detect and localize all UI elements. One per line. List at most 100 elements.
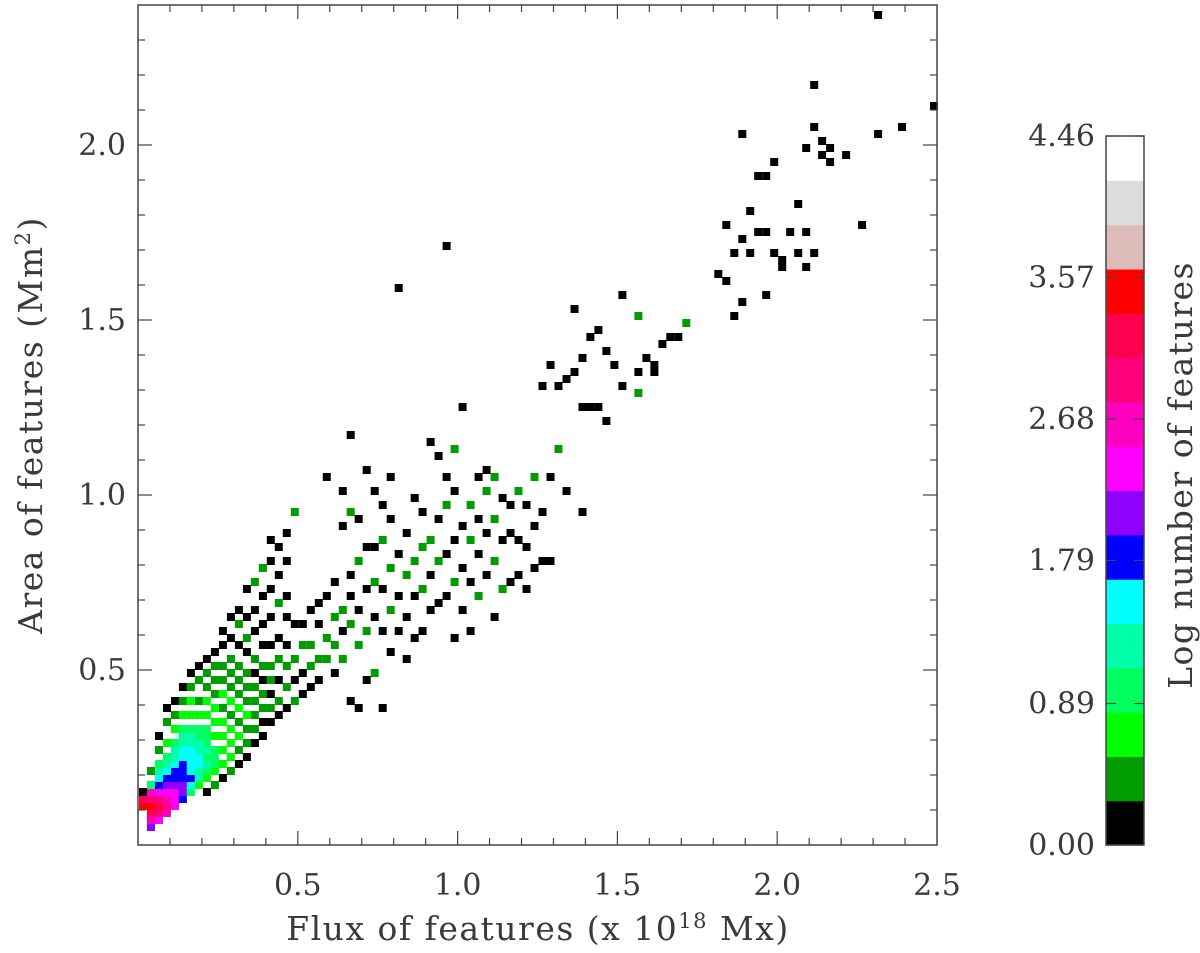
heatmap-cell (530, 522, 539, 530)
heatmap-cell (202, 788, 211, 796)
heatmap-cell (506, 501, 515, 509)
heatmap-cell (874, 130, 883, 138)
heatmap-cell (442, 550, 451, 558)
heatmap-cell (194, 781, 203, 789)
heatmap-cell (578, 508, 587, 516)
heatmap-cell (554, 445, 563, 453)
heatmap-cell (506, 529, 515, 537)
heatmap-cell (234, 690, 243, 698)
heatmap-cell (290, 676, 299, 684)
heatmap-cell (250, 627, 259, 635)
heatmap-cell (282, 641, 291, 649)
colorbar-swatch (1106, 623, 1144, 669)
heatmap-cell (218, 732, 227, 740)
heatmap-cell (163, 795, 171, 803)
colorbar-title: Log number of features (1161, 261, 1200, 689)
heatmap-cell (338, 655, 347, 663)
heatmap-cell (258, 592, 267, 600)
heatmap-cell (802, 263, 811, 271)
heatmap-cell (186, 739, 195, 747)
heatmap-cell (266, 641, 275, 649)
colorbar-swatch (1106, 534, 1144, 580)
heatmap-cell (202, 760, 211, 768)
heatmap-cell (274, 634, 283, 642)
heatmap-cell (610, 361, 619, 369)
y-tick-label: 0.5 (78, 653, 126, 688)
heatmap-cell (194, 725, 203, 733)
heatmap-cell (202, 655, 211, 663)
heatmap-cell (810, 123, 819, 131)
heatmap-cell (163, 760, 171, 768)
heatmap-cell (762, 172, 771, 180)
heatmap-cell (186, 711, 195, 719)
heatmap-cell (426, 606, 435, 614)
heatmap-cell (322, 655, 331, 663)
heatmap-cell (898, 123, 906, 131)
heatmap-cell (802, 228, 811, 236)
heatmap-cell (242, 613, 251, 621)
x-tick-label: 1.0 (434, 868, 482, 903)
heatmap-cell (474, 515, 483, 523)
heatmap-cell (147, 795, 155, 803)
heatmap-cell (258, 641, 267, 649)
heatmap-cell (826, 158, 835, 166)
heatmap-cell (794, 200, 803, 208)
heatmap-cell (306, 606, 315, 614)
heatmap-cell (770, 249, 779, 257)
heatmap-cell (578, 354, 587, 362)
colorbar-swatch (1106, 712, 1144, 757)
colorbar-tick-labels: 0.00 0.89 1.79 2.68 3.57 4.46 (1028, 119, 1095, 863)
heatmap-cell (226, 613, 235, 621)
heatmap-cell (482, 487, 491, 495)
heatmap-cell (163, 739, 171, 747)
heatmap-cell (171, 760, 179, 768)
colorbar-swatch (1106, 268, 1144, 314)
heatmap-cell (506, 578, 515, 586)
heatmap-cell (234, 641, 243, 649)
heatmap-cell (362, 627, 371, 635)
heatmap-cell (594, 326, 603, 334)
heatmap-cell (155, 774, 163, 782)
heatmap-cell (370, 487, 379, 495)
heatmap-cell (442, 592, 451, 600)
heatmap-cell (290, 697, 299, 705)
heatmap-cell (155, 795, 163, 803)
heatmap-cell (234, 606, 243, 614)
heatmap-cell (234, 746, 243, 754)
heatmap-cell (218, 746, 227, 754)
heatmap-cell (186, 732, 195, 740)
heatmap-cell (322, 473, 331, 481)
heatmap-cell (234, 676, 243, 684)
heatmap-cell (474, 550, 483, 558)
heatmap-cell (171, 767, 179, 775)
heatmap-cell (234, 704, 243, 712)
heatmap-cell (314, 620, 323, 628)
heatmap-cell (722, 277, 731, 285)
heatmap-cell (594, 403, 603, 411)
heatmap-cell (370, 578, 379, 586)
heatmap-cell (202, 753, 211, 761)
heatmap-cell (226, 634, 235, 642)
heatmap-cell (746, 249, 755, 257)
heatmap-cell (282, 662, 291, 670)
heatmap-cell (530, 564, 539, 572)
heatmap-cell (554, 382, 563, 390)
colorbar-tick-label: 1.79 (1028, 543, 1095, 578)
heatmap-cell (314, 655, 323, 663)
heatmap-cell (418, 627, 427, 635)
heatmap-cell (226, 753, 235, 761)
heatmap-cell (218, 676, 227, 684)
heatmap-cell (186, 781, 195, 789)
heatmap-cell (418, 508, 427, 516)
heatmap-cell (354, 606, 363, 614)
heatmap-cell (258, 732, 267, 740)
colorbar-swatch (1106, 180, 1144, 226)
heatmap-cell (210, 781, 219, 789)
heatmap-cell (330, 578, 339, 586)
heatmap-cell (242, 725, 251, 733)
heatmap-cell (171, 746, 179, 754)
y-tick-label: 1.0 (78, 478, 126, 513)
heatmap-cell (202, 732, 211, 740)
heatmap-cell (354, 704, 363, 712)
heatmap-cell (466, 578, 475, 586)
